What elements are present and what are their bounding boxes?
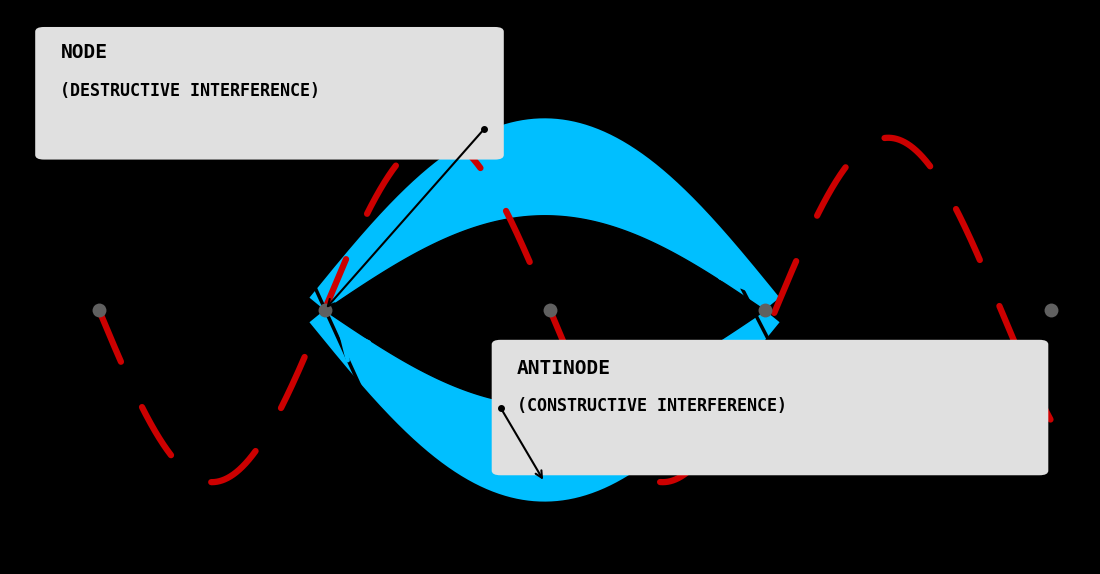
FancyBboxPatch shape	[35, 27, 504, 160]
FancyBboxPatch shape	[492, 340, 1048, 475]
Text: (CONSTRUCTIVE INTERFERENCE): (CONSTRUCTIVE INTERFERENCE)	[517, 397, 786, 415]
Text: (DESTRUCTIVE INTERFERENCE): (DESTRUCTIVE INTERFERENCE)	[60, 82, 320, 99]
Text: NODE: NODE	[60, 43, 108, 62]
Text: ANTINODE: ANTINODE	[517, 359, 611, 378]
